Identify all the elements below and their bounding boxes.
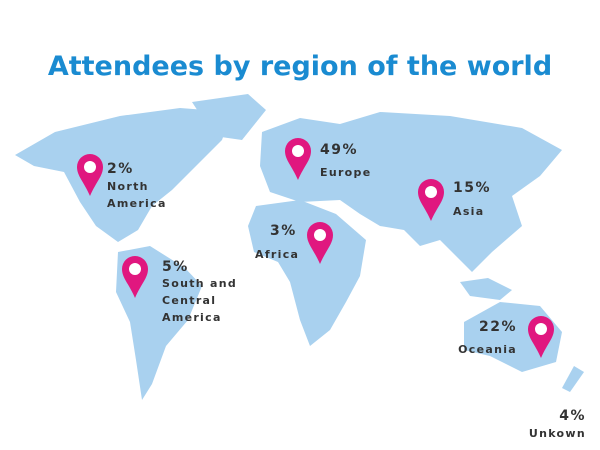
region-percent: 5% bbox=[162, 259, 189, 275]
africa bbox=[248, 200, 366, 346]
pin bbox=[77, 154, 103, 196]
region-name: Europe bbox=[320, 166, 371, 179]
region-name: America bbox=[107, 197, 167, 210]
region-name: Central bbox=[162, 294, 216, 307]
region-labels: 2% North America 49% Europe 15% Asia 3% Africa 5%… bbox=[107, 142, 586, 440]
pin bbox=[418, 179, 444, 221]
region-percent: 15% bbox=[453, 180, 491, 196]
region-name: Unkown bbox=[529, 427, 586, 440]
north-america bbox=[15, 108, 232, 242]
pin bbox=[307, 222, 333, 264]
indonesia bbox=[460, 278, 512, 300]
region-name: Asia bbox=[453, 205, 484, 218]
region-percent: 3% bbox=[270, 223, 297, 239]
pins bbox=[77, 138, 554, 358]
title: Attendees by region of the world bbox=[48, 51, 552, 82]
region-name: North bbox=[107, 180, 149, 193]
region-percent: 2% bbox=[107, 161, 134, 177]
eurasia bbox=[260, 112, 562, 272]
new-zealand bbox=[562, 366, 584, 392]
region-name: America bbox=[162, 311, 222, 324]
region-percent: 49% bbox=[320, 142, 358, 158]
pin bbox=[122, 256, 148, 298]
region-name: Oceania bbox=[458, 343, 517, 356]
region-percent: 4% bbox=[559, 408, 586, 424]
region-name: Africa bbox=[255, 248, 299, 261]
region-name: South and bbox=[162, 277, 237, 290]
pin bbox=[285, 138, 311, 180]
pin bbox=[528, 316, 554, 358]
region-percent: 22% bbox=[479, 319, 517, 335]
greenland bbox=[192, 94, 266, 140]
